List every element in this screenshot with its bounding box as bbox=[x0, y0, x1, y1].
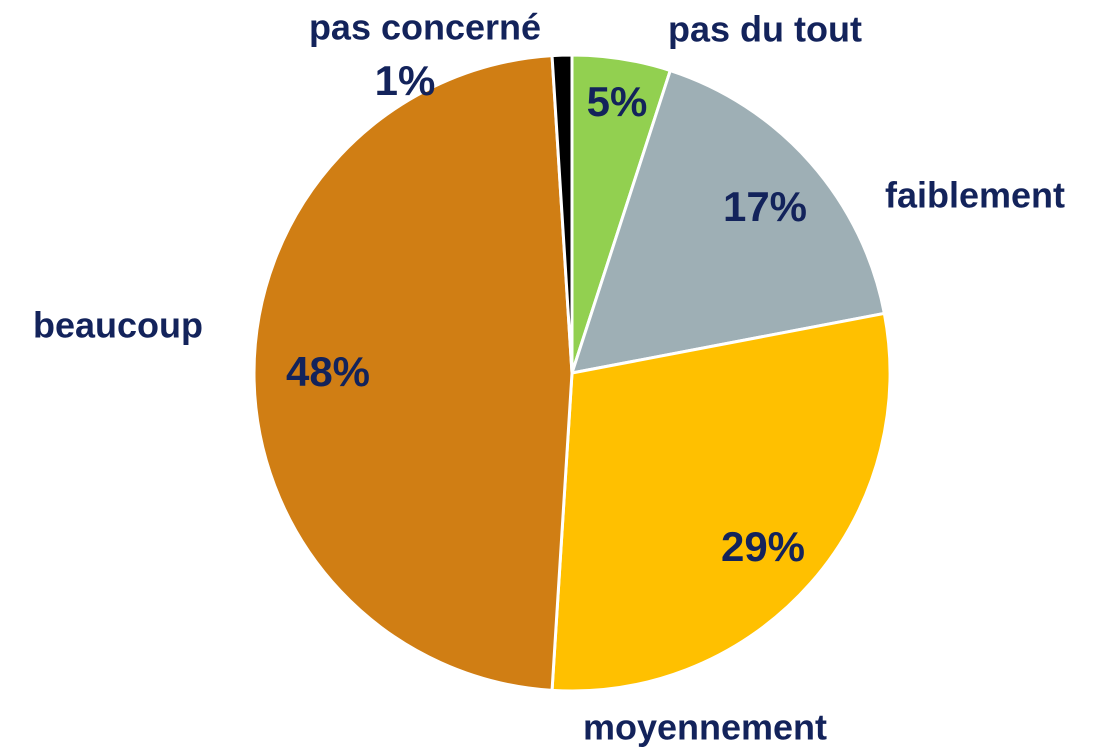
value-label: 1% bbox=[375, 57, 436, 104]
pie-slice bbox=[569, 68, 887, 375]
value-label: 48% bbox=[286, 348, 370, 395]
category-label: pas concerné bbox=[309, 7, 541, 48]
pie-slice bbox=[550, 311, 892, 693]
category-label: moyennement bbox=[583, 707, 827, 748]
pie-slice bbox=[252, 54, 574, 692]
value-label: 5% bbox=[587, 78, 648, 125]
pie-slice bbox=[550, 53, 574, 374]
value-label: 17% bbox=[723, 183, 807, 230]
category-label: beaucoup bbox=[33, 305, 203, 346]
category-label: faiblement bbox=[885, 175, 1065, 216]
category-label: pas du tout bbox=[668, 9, 862, 50]
value-label: 29% bbox=[721, 523, 805, 570]
